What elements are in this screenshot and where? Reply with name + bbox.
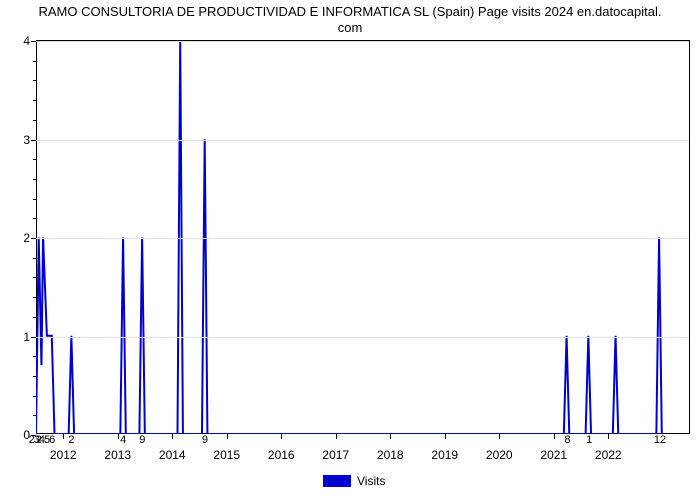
ytick-minor bbox=[33, 317, 36, 318]
xtick bbox=[118, 434, 119, 439]
xtick-year-label: 2021 bbox=[540, 448, 567, 462]
xtick bbox=[499, 434, 500, 439]
gridline bbox=[36, 140, 689, 141]
xtick-year-label: 2015 bbox=[213, 448, 240, 462]
xtick-year-label: 2018 bbox=[377, 448, 404, 462]
xtick bbox=[172, 434, 173, 439]
ytick-minor bbox=[33, 258, 36, 259]
xtick bbox=[227, 434, 228, 439]
xtick bbox=[608, 434, 609, 439]
ytick-minor bbox=[33, 61, 36, 62]
x-value-label: 12 bbox=[654, 434, 666, 446]
legend-swatch bbox=[323, 475, 351, 487]
ytick-minor bbox=[33, 396, 36, 397]
ytick-minor bbox=[33, 356, 36, 357]
ytick-minor bbox=[33, 297, 36, 298]
ytick-minor bbox=[33, 218, 36, 219]
legend: Visits bbox=[323, 474, 385, 488]
ytick-minor bbox=[33, 100, 36, 101]
legend-label: Visits bbox=[357, 474, 385, 488]
xtick-year-label: 2019 bbox=[431, 448, 458, 462]
gridline bbox=[36, 337, 689, 338]
xtick bbox=[336, 434, 337, 439]
xtick bbox=[445, 434, 446, 439]
x-value-label: 9 bbox=[202, 434, 208, 446]
xtick bbox=[281, 434, 282, 439]
xtick-year-label: 2020 bbox=[486, 448, 513, 462]
ytick-minor bbox=[33, 415, 36, 416]
xtick-year-label: 2017 bbox=[322, 448, 349, 462]
ytick-minor bbox=[33, 80, 36, 81]
ytick bbox=[31, 337, 36, 338]
ytick-minor bbox=[33, 277, 36, 278]
chart-title: RAMO CONSULTORIA DE PRODUCTIVIDAD E INFO… bbox=[0, 4, 700, 35]
ytick-minor bbox=[33, 179, 36, 180]
x-value-label: 9 bbox=[139, 434, 145, 446]
x-value-label: 1 bbox=[586, 434, 592, 446]
xtick-year-label: 2014 bbox=[159, 448, 186, 462]
xtick-year-label: 2016 bbox=[268, 448, 295, 462]
x-value-label: 2 bbox=[36, 434, 42, 446]
ytick-minor bbox=[33, 376, 36, 377]
plot-area: 0123420122013201420152016201720182019202… bbox=[36, 40, 690, 434]
x-value-label: 2 bbox=[68, 434, 74, 446]
xtick-year-label: 2013 bbox=[104, 448, 131, 462]
ytick bbox=[31, 238, 36, 239]
xtick bbox=[63, 434, 64, 439]
ytick-minor bbox=[33, 159, 36, 160]
xtick bbox=[390, 434, 391, 439]
x-value-label: 4 bbox=[120, 434, 126, 446]
ytick-minor bbox=[33, 199, 36, 200]
title-line-1: RAMO CONSULTORIA DE PRODUCTIVIDAD E INFO… bbox=[39, 4, 662, 19]
x-value-label: 8 bbox=[564, 434, 570, 446]
title-line-2: com bbox=[338, 20, 363, 35]
ytick-minor bbox=[33, 120, 36, 121]
gridline bbox=[36, 238, 689, 239]
ytick bbox=[31, 140, 36, 141]
xtick-year-label: 2022 bbox=[595, 448, 622, 462]
ytick bbox=[31, 41, 36, 42]
gridline bbox=[36, 41, 689, 42]
xtick bbox=[554, 434, 555, 439]
xtick-year-label: 2012 bbox=[50, 448, 77, 462]
